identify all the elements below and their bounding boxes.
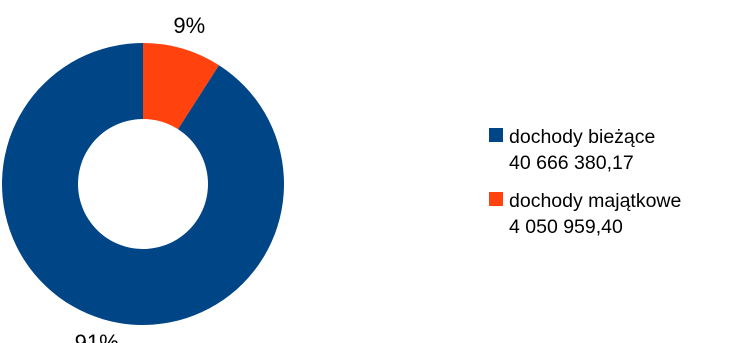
chart-legend: dochody bieżące 40 666 380,17 dochody ma…	[489, 124, 729, 252]
donut-slices	[2, 43, 285, 325]
percent-label-1: 9%	[173, 13, 205, 38]
legend-value-dochody-biezace: 40 666 380,17	[509, 152, 634, 174]
legend-label-dochody-biezace: dochody bieżące	[509, 126, 656, 148]
percent-label-0: 91%	[75, 330, 119, 343]
legend-swatch-dochody-majatkowe	[489, 192, 503, 206]
legend-value-dochody-majatkowe: 4 050 959,40	[509, 216, 623, 238]
percent-labels: 9% 91%	[75, 13, 206, 343]
legend-label-dochody-majatkowe: dochody majątkowe	[509, 190, 682, 212]
donut-slice-0	[2, 43, 285, 325]
legend-item-dochody-biezace: dochody bieżące 40 666 380,17	[489, 124, 729, 176]
legend-item-dochody-majatkowe: dochody majątkowe 4 050 959,40	[489, 188, 729, 240]
legend-swatch-dochody-biezace	[489, 128, 503, 142]
donut-slice-1	[143, 43, 219, 130]
